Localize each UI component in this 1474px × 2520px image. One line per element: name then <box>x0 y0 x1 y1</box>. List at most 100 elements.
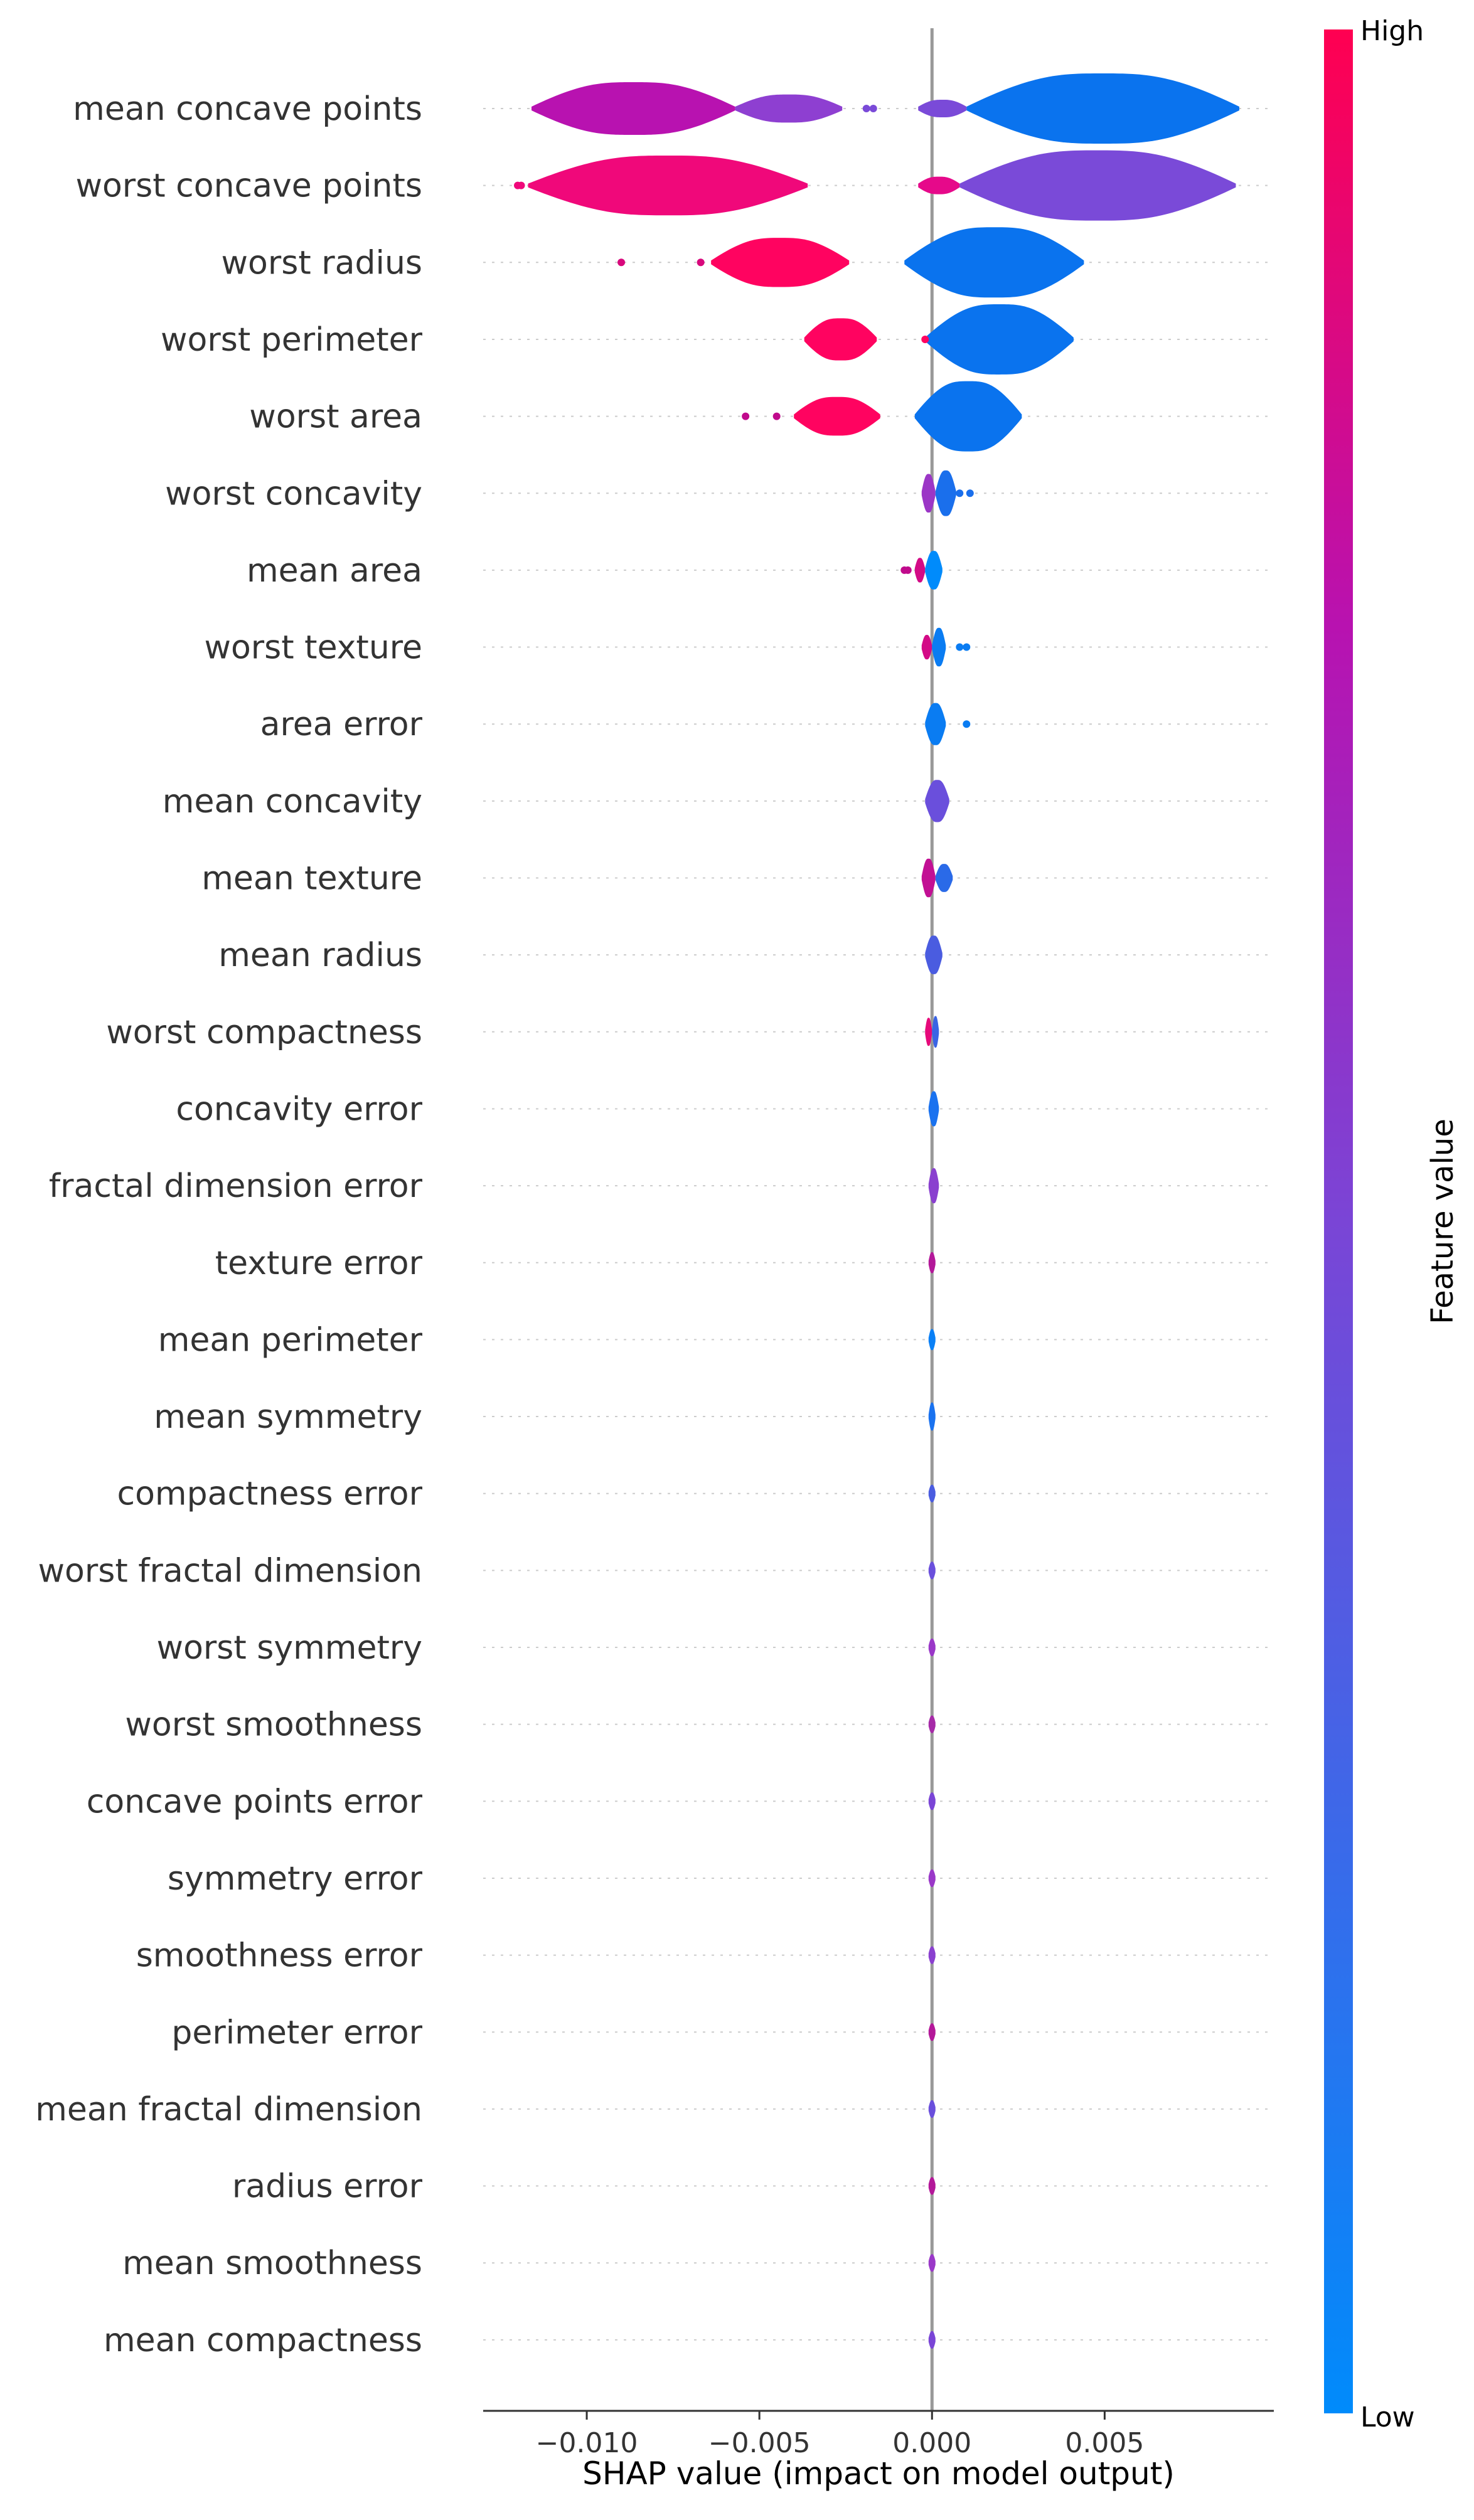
colorbar <box>1324 29 1353 2413</box>
violin-segment-worst-radius-1 <box>904 227 1084 298</box>
violin-segment-mean-compactness-0 <box>928 2331 936 2349</box>
feature-label-worst-compactness: worst compactness <box>106 1014 422 1051</box>
violin-segment-mean-smoothness-0 <box>928 2254 936 2272</box>
violin-segment-worst-texture-0 <box>921 634 932 660</box>
feature-label-compactness-error: compactness error <box>117 1475 423 1513</box>
x-axis-ticks: −0.010 −0.005 0.000 0.005 <box>536 2411 1144 2459</box>
feature-label-worst-perimeter: worst perimeter <box>161 321 423 359</box>
violin-mean-perimeter <box>928 1329 936 1351</box>
violin-worst-radius <box>617 227 1084 298</box>
outlier-point-worst-area-1 <box>772 412 781 420</box>
violin-segment-mean-concave-points-0 <box>531 82 735 135</box>
violin-segment-mean-perimeter-0 <box>928 1329 936 1351</box>
violin-segment-mean-texture-1 <box>935 864 953 892</box>
outlier-point-worst-texture-1 <box>963 643 971 651</box>
violin-mean-smoothness <box>928 2254 936 2272</box>
violin-mean-area <box>900 551 943 590</box>
outlier-point-worst-radius-1 <box>697 258 705 267</box>
violin-concavity-error <box>928 1091 939 1127</box>
violin-segment-mean-concavity-0 <box>925 780 949 822</box>
feature-label-mean-area: mean area <box>247 552 422 590</box>
violin-segment-fractal-dimension-error-0 <box>928 1168 939 1204</box>
feature-labels: mean concave points worst concave points w… <box>35 90 422 2359</box>
violin-segment-worst-smoothness-0 <box>928 1715 936 1733</box>
violin-worst-perimeter <box>804 304 1074 375</box>
feature-label-area-error: area error <box>260 706 423 743</box>
outlier-point-mean-concave-points-1 <box>869 105 877 112</box>
violin-fractal-dimension-error <box>928 1168 939 1204</box>
violin-segment-worst-perimeter-1 <box>925 304 1074 375</box>
violin-smoothness-error <box>928 1946 936 1964</box>
feature-label-mean-compactness: mean compactness <box>104 2322 422 2359</box>
violin-segment-worst-area-1 <box>914 381 1022 452</box>
violin-segment-worst-fractal-dimension-0 <box>928 1561 936 1580</box>
violin-texture-error <box>928 1252 936 1273</box>
feature-label-mean-fractal-dimension: mean fractal dimension <box>35 2091 422 2129</box>
x-axis-title: SHAP value (impact on model output) <box>582 2455 1175 2492</box>
violin-mean-symmetry <box>928 1402 936 1431</box>
colorbar-high-label: High <box>1360 15 1424 47</box>
violin-segment-concavity-error-0 <box>928 1091 939 1127</box>
violin-worst-smoothness <box>928 1715 936 1733</box>
violin-segment-mean-symmetry-0 <box>928 1402 936 1431</box>
feature-label-worst-fractal-dimension: worst fractal dimension <box>38 1552 422 1590</box>
feature-label-mean-smoothness: mean smoothness <box>122 2245 422 2282</box>
violin-segment-worst-area-0 <box>794 396 880 436</box>
violin-mean-concavity <box>925 780 949 822</box>
feature-label-mean-perimeter: mean perimeter <box>158 1321 423 1359</box>
feature-label-mean-concavity: mean concavity <box>163 783 422 821</box>
outlier-point-worst-area-0 <box>742 412 750 420</box>
outlier-point-mean-concave-points-0 <box>862 105 870 112</box>
violin-segment-mean-area-0 <box>914 558 926 583</box>
violin-segment-worst-perimeter-0 <box>804 318 877 361</box>
violin-segment-smoothness-error-0 <box>928 1946 936 1964</box>
feature-label-worst-texture: worst texture <box>204 629 422 667</box>
violin-worst-symmetry <box>928 1639 936 1656</box>
violin-segment-worst-concave-points-2 <box>959 150 1236 221</box>
violin-segment-symmetry-error-0 <box>928 1869 936 1887</box>
violin-worst-area <box>742 381 1022 452</box>
outlier-point-worst-concavity-0 <box>956 489 964 497</box>
violin-segment-mean-concave-points-2 <box>918 100 967 117</box>
violin-segment-mean-area-1 <box>925 551 943 590</box>
feature-label-mean-radius: mean radius <box>218 937 422 974</box>
violin-worst-texture <box>921 627 971 667</box>
violin-mean-concave-points <box>531 73 1239 144</box>
violin-symmetry-error <box>928 1869 936 1887</box>
violin-area-error <box>925 703 971 745</box>
x-tick-label: −0.005 <box>708 2427 811 2459</box>
outlier-point-worst-concave-points-1 <box>517 181 525 189</box>
violin-mean-texture <box>921 858 953 898</box>
violin-segment-concave-points-error-0 <box>928 1792 936 1810</box>
x-tick-label: −0.010 <box>536 2427 638 2459</box>
feature-label-perimeter-error: perimeter error <box>171 2014 422 2051</box>
violin-mean-compactness <box>928 2331 936 2349</box>
feature-label-mean-texture: mean texture <box>201 860 422 898</box>
violin-segment-worst-symmetry-0 <box>928 1639 936 1656</box>
feature-label-worst-area: worst area <box>249 398 422 436</box>
violin-segment-worst-radius-0 <box>711 238 850 287</box>
feature-label-concave-points-error: concave points error <box>87 1783 423 1821</box>
violin-segment-worst-compactness-0 <box>925 1018 932 1046</box>
feature-label-worst-concave-points: worst concave points <box>75 167 422 205</box>
violin-segment-texture-error-0 <box>928 1252 936 1273</box>
outlier-point-worst-radius-0 <box>617 258 626 267</box>
outlier-point-mean-area-1 <box>904 566 912 574</box>
violin-mean-radius <box>925 935 943 974</box>
feature-label-symmetry-error: symmetry error <box>168 1860 423 1898</box>
violin-worst-concavity <box>921 470 974 516</box>
feature-label-texture-error: texture error <box>215 1245 423 1282</box>
feature-label-worst-symmetry: worst symmetry <box>157 1629 422 1667</box>
violin-segment-worst-compactness-1 <box>932 1016 939 1048</box>
violin-segment-mean-concave-points-1 <box>735 94 843 123</box>
violin-segment-area-error-0 <box>925 703 946 745</box>
feature-label-radius-error: radius error <box>232 2168 423 2206</box>
feature-label-mean-concave-points: mean concave points <box>73 90 422 128</box>
violin-plot-area <box>514 73 1239 2349</box>
feature-label-concavity-error: concavity error <box>176 1090 422 1128</box>
violin-segment-worst-concavity-1 <box>935 470 956 516</box>
feature-label-worst-concavity: worst concavity <box>165 475 422 513</box>
outlier-point-worst-concavity-1 <box>966 489 974 497</box>
violin-perimeter-error <box>928 2023 936 2041</box>
